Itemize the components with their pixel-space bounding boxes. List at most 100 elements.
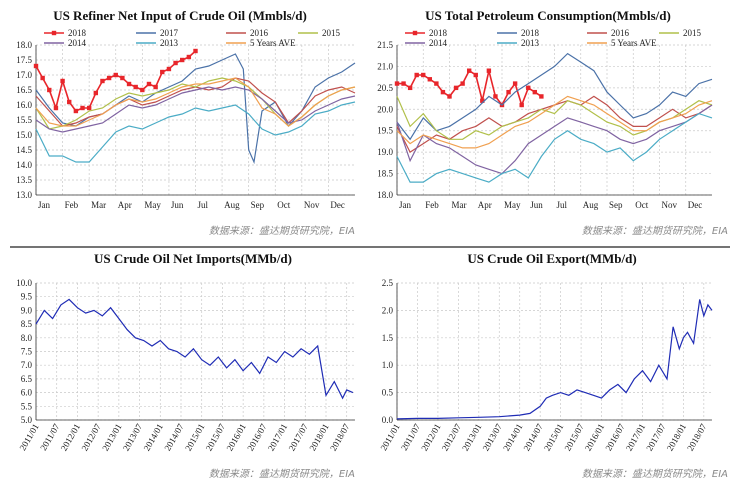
y-tick-label: 14.5 — [16, 145, 32, 155]
y-tick-label: 8.0 — [21, 333, 33, 343]
y-tick-label: 13.5 — [16, 175, 32, 185]
x-tick-label: Feb — [65, 200, 79, 210]
series-marker — [53, 105, 59, 111]
series-marker — [73, 108, 79, 114]
series-marker — [193, 48, 198, 54]
y-tick-label: 8.5 — [21, 319, 33, 329]
series-marker — [60, 78, 65, 84]
x-tick-label: Nov — [662, 200, 678, 210]
chart-panel-2: US Total Petroleum Consumption(Mmbls/d) 1… — [377, 8, 728, 237]
series-marker — [126, 81, 132, 87]
series-marker — [427, 77, 433, 82]
series-marker — [133, 84, 138, 90]
y-tick-label: 2.5 — [382, 278, 394, 288]
y-tick-label: 19.5 — [377, 126, 393, 136]
legend-label: 2018 — [429, 28, 448, 38]
x-tick-label: 2018/07 — [685, 422, 709, 453]
series-marker — [140, 87, 145, 93]
series-marker — [86, 105, 92, 111]
x-tick-label: Jan — [399, 200, 411, 210]
y-tick-label: 0.5 — [382, 388, 394, 398]
y-tick-label: 17.0 — [16, 70, 32, 80]
series-marker — [493, 94, 498, 99]
y-tick-label: 6.0 — [21, 388, 33, 398]
series-line-6 — [396, 112, 713, 183]
series-marker — [453, 85, 459, 91]
x-tick-label: Mar — [452, 200, 467, 210]
legend-label: 2017 — [160, 28, 179, 38]
series-marker — [466, 68, 472, 73]
legend-label: 2014 — [429, 38, 448, 48]
chart-title: US Total Petroleum Consumption(Mmbls/d) — [425, 8, 671, 23]
x-tick-label: Aug — [583, 200, 599, 210]
series-line-7 — [396, 95, 713, 149]
series-marker — [486, 68, 492, 73]
series-marker — [473, 72, 478, 78]
x-tick-label: Sep — [251, 200, 265, 210]
series-marker — [447, 94, 452, 99]
series-marker — [100, 78, 105, 84]
x-tick-label: Oct — [635, 200, 648, 210]
chart-panel-4: US Crude Oil Export(MMb/d) 0.0 0.5 1.0 1.5 2.… — [378, 251, 728, 480]
x-tick-label: 2018/07 — [328, 422, 352, 453]
y-tick-label: 18.5 — [377, 169, 393, 179]
legend-label: 2015 — [322, 28, 341, 38]
series-marker — [401, 81, 406, 86]
series-marker — [47, 87, 52, 93]
chart-title: US Crude Oil Net Imports(MMb/d) — [94, 251, 292, 266]
series-line-6 — [35, 101, 356, 163]
legend-label: 2013 — [521, 38, 540, 48]
x-tick-label: May — [504, 200, 521, 210]
x-tick-label: Sep — [609, 200, 623, 210]
y-tick-label: 18.0 — [377, 190, 393, 200]
chart-panel-3: US Crude Oil Net Imports(MMb/d) 5.0 5.5 6.0… — [16, 251, 355, 480]
series-marker — [394, 81, 400, 86]
series-marker — [120, 75, 125, 81]
legend-marker — [412, 30, 418, 36]
series-marker — [67, 99, 72, 105]
legend-label: 2016 — [611, 28, 630, 38]
series-marker — [407, 85, 413, 91]
series-marker — [33, 63, 39, 69]
series-marker — [421, 72, 426, 78]
legend-marker — [51, 30, 57, 36]
series-marker — [519, 102, 524, 108]
series-line-1 — [396, 299, 713, 420]
legend-label: 5 Years AVE — [250, 38, 296, 48]
y-tick-label: 19.0 — [377, 147, 393, 157]
x-tick-label: May — [144, 200, 161, 210]
chart-panel-1: US Refiner Net Input of Crude Oil (Mmbls… — [16, 8, 356, 237]
x-tick-label: Apr — [118, 200, 132, 210]
x-tick-label: Aug — [224, 200, 240, 210]
series-marker — [480, 98, 485, 103]
series-marker — [153, 84, 158, 90]
source-note: 数据来源：盛达期货研究院，EIA — [209, 225, 355, 237]
y-tick-label: 15.0 — [16, 130, 32, 140]
x-tick-label: Jun — [171, 200, 184, 210]
x-tick-label: Jun — [530, 200, 543, 210]
legend-label: 2018 — [521, 28, 540, 38]
legend-label: 2013 — [160, 38, 179, 48]
series-marker — [160, 69, 165, 75]
y-tick-label: 9.5 — [21, 292, 33, 302]
legend-label: 2014 — [68, 38, 87, 48]
y-tick-label: 16.5 — [16, 85, 32, 95]
x-tick-label: Dec — [330, 200, 345, 210]
x-tick-label: Jul — [557, 200, 568, 210]
y-tick-label: 5.5 — [21, 401, 33, 411]
legend-label: 2018 — [68, 28, 87, 38]
series-line-5 — [396, 104, 713, 175]
y-tick-label: 7.5 — [21, 347, 33, 357]
series-marker — [113, 72, 118, 78]
series-marker — [106, 75, 112, 81]
y-tick-label: 0.0 — [382, 415, 394, 425]
y-tick-label: 20.0 — [377, 104, 393, 114]
series-marker — [506, 89, 511, 95]
series-marker — [80, 105, 85, 111]
x-tick-label: Jan — [38, 200, 50, 210]
series-line-2 — [396, 52, 713, 141]
x-tick-label: Dec — [688, 200, 703, 210]
y-tick-label: 15.5 — [16, 115, 32, 125]
y-tick-label: 10.0 — [16, 278, 32, 288]
y-tick-label: 1.0 — [382, 360, 394, 370]
